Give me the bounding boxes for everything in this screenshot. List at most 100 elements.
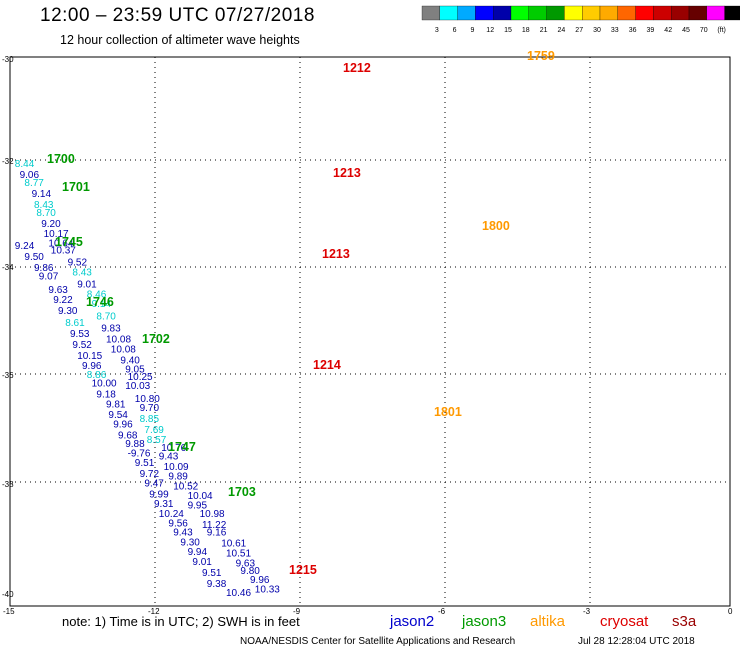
wave-height-value: 10.61 [221, 539, 246, 550]
x-tick-label: -3 [583, 607, 591, 616]
time-label: 1213 [333, 166, 361, 180]
x-tick-label: -15 [3, 607, 15, 616]
wave-height-value: 10.46 [226, 588, 251, 599]
wave-height-value: 9.94 [188, 547, 208, 558]
wave-height-value: 10.25 [128, 372, 153, 383]
chart-subtitle: 12 hour collection of altimeter wave hei… [60, 33, 300, 47]
wave-height-value: 9.83 [101, 324, 121, 335]
legend-swatch [724, 5, 740, 21]
wave-height-value: 11.22 [202, 520, 227, 531]
wave-height-value: 9.68 [118, 431, 138, 442]
wave-height-value: 9.96 [113, 420, 133, 431]
wave-height-value: 9.06 [20, 170, 40, 181]
wave-height-value: 10.52 [173, 482, 198, 493]
wave-height-value: 8.70 [36, 208, 56, 219]
legend-swatch [475, 5, 494, 21]
wave-height-value: 9.52 [68, 258, 88, 269]
time-label: 1702 [142, 332, 170, 346]
wave-height-value: 9.80 [240, 566, 260, 577]
legend-cryosat: cryosat [600, 613, 649, 630]
legend-s3a: s3a [672, 613, 697, 630]
legend-jason3: jason3 [461, 613, 506, 630]
x-tick-label: -12 [148, 607, 160, 616]
wave-height-value: 9.01 [77, 280, 97, 291]
wave-height-value: 9.56 [168, 518, 188, 529]
wave-height-value: 9.99 [149, 489, 169, 500]
wave-height-value: 8.70 [96, 311, 116, 322]
wave-height-value: 9.53 [70, 329, 90, 340]
wave-height-value: 9.24 [15, 241, 35, 252]
wave-height-value: 9.01 [192, 557, 212, 568]
legend-label: (ft) [717, 27, 726, 34]
wave-height-value: 9.30 [58, 306, 78, 317]
wave-height-value: 8.61 [65, 318, 85, 329]
wave-height-value: 8.85 [140, 414, 160, 425]
wave-height-value: 8.46 [87, 289, 107, 300]
wave-height-value: 9.31 [154, 499, 174, 510]
legend-label: 42 [664, 27, 672, 34]
legend-label: 30 [593, 27, 601, 34]
wave-height-value: 9.43 [159, 451, 179, 462]
wave-height-value: 9.07 [39, 271, 59, 282]
wave-height-value: 9.63 [48, 285, 68, 296]
legend-swatch [582, 5, 601, 21]
legend-swatch [688, 5, 707, 21]
wave-height-value: -9.76 [128, 449, 151, 460]
footer-timestamp: Jul 28 12:28:04 UTC 2018 [578, 636, 695, 647]
footer-credit: NOAA/NESDIS Center for Satellite Applica… [240, 636, 515, 647]
legend-swatch [510, 5, 529, 21]
wave-height-value: 9.70 [140, 403, 160, 414]
legend-label: 3 [435, 27, 439, 34]
wave-height-value: 8.43 [72, 268, 92, 279]
wave-height-value: 10.08 [111, 344, 136, 355]
legend-swatch [564, 5, 583, 21]
wave-height-value: 9.38 [207, 579, 227, 590]
wave-height-value: 9.51 [135, 458, 155, 469]
legend-swatch [546, 5, 565, 21]
y-tick-label: -34 [2, 263, 14, 272]
wave-height-values: 8.449.068.779.148.438.709.2010.1710.649.… [15, 159, 280, 599]
wave-height-value: 10.98 [200, 509, 225, 520]
x-tick-label: -6 [438, 607, 446, 616]
time-label: 1746 [86, 295, 114, 309]
legend-label: 15 [504, 27, 512, 34]
time-label: 1214 [313, 358, 341, 372]
wave-height-value: 10.03 [125, 381, 150, 392]
wave-height-value: 9.30 [180, 538, 200, 549]
y-tick-label: -40 [2, 590, 14, 599]
time-label: 1747 [168, 440, 196, 454]
wave-height-value: 9.89 [168, 472, 188, 483]
legend-swatch [617, 5, 636, 21]
wave-height-value: 8.57 [147, 435, 167, 446]
wave-height-value: 9.14 [92, 299, 112, 310]
grid-lines [10, 57, 730, 606]
wave-height-value: 9.22 [53, 295, 73, 306]
wave-height-value: 9.95 [188, 500, 208, 511]
wave-height-value: 9.14 [32, 189, 52, 200]
wave-height-value: 9.86 [34, 263, 54, 274]
wave-height-value: 7.69 [144, 425, 164, 436]
time-label: 1701 [62, 180, 90, 194]
legend-altika: altika [530, 613, 566, 630]
legend-label: 21 [540, 27, 548, 34]
wave-height-value: 9.40 [120, 355, 140, 366]
legend-label: 9 [470, 27, 474, 34]
legend-swatch [528, 5, 547, 21]
footer-note: note: 1) Time is in UTC; 2) SWH is in fe… [62, 614, 300, 629]
legend-swatch [493, 5, 512, 21]
legend-swatch [599, 5, 618, 21]
legend-label: 6 [453, 27, 457, 34]
legend-label: 39 [647, 27, 655, 34]
wave-height-value: 10.64 [48, 238, 73, 249]
y-tick-label: -32 [2, 157, 14, 166]
wave-height-value: 9.47 [144, 478, 164, 489]
time-label: 1801 [434, 405, 462, 419]
wave-height-value: 9.05 [125, 365, 145, 376]
wave-height-value: 9.16 [207, 528, 227, 539]
wave-height-value: 9.63 [236, 558, 256, 569]
time-label: 1212 [343, 61, 371, 75]
wave-height-value: 9.18 [96, 389, 116, 400]
time-label: 1800 [482, 219, 510, 233]
y-tick-label: -30 [2, 55, 14, 64]
